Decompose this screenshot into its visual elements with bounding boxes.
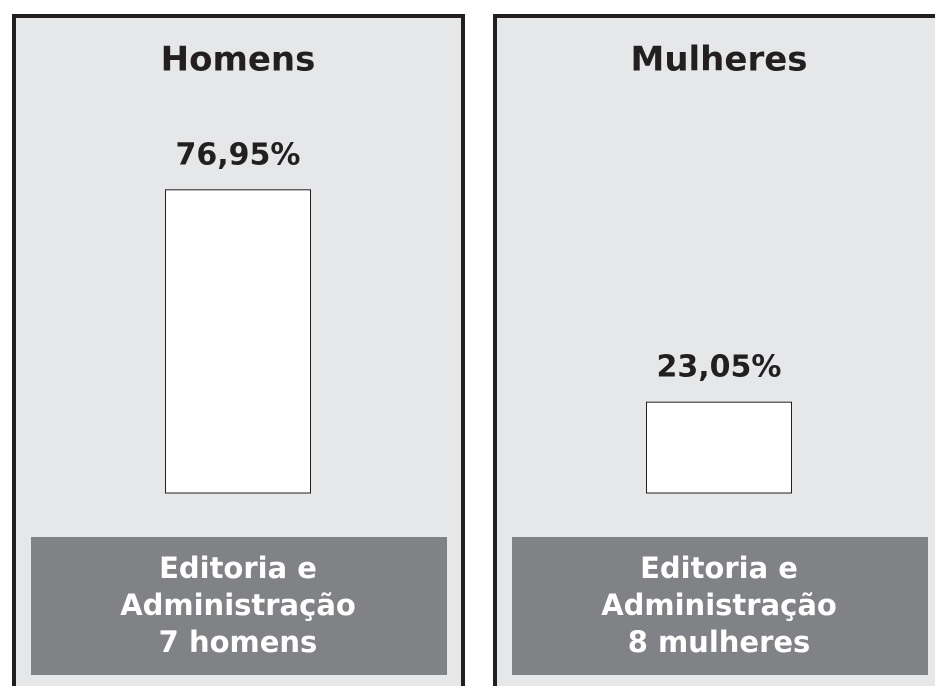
value-label: 23,05% [657, 350, 782, 385]
caption-line: 7 homens [159, 625, 318, 659]
panel-title: Mulheres [630, 40, 807, 80]
caption-line: Administração [601, 588, 837, 622]
caption-box [512, 537, 928, 675]
caption-line: 8 mulheres [628, 625, 811, 659]
bar [646, 401, 792, 494]
value-label: 76,95% [176, 137, 301, 172]
caption-line: Editoria e [640, 551, 798, 585]
caption-box [31, 537, 447, 675]
panel-title: Homens [161, 40, 316, 80]
caption-line: Editoria e [159, 551, 317, 585]
caption-line: Administração [120, 588, 356, 622]
bar [165, 189, 311, 494]
